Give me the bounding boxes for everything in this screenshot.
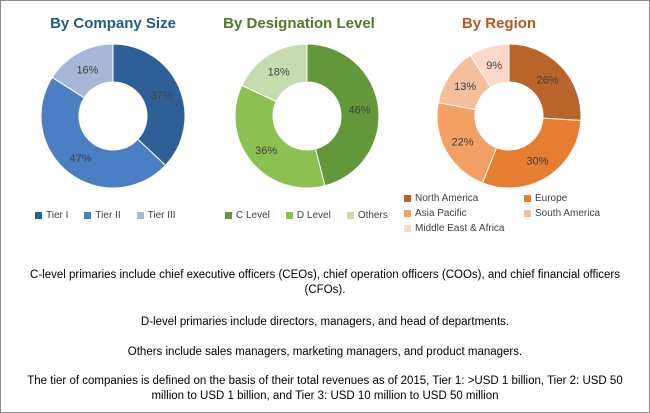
legend-item-others: Others	[346, 210, 388, 221]
legend-item-north-america: North America	[404, 193, 478, 204]
legend-swatch	[404, 225, 411, 232]
legend-swatch	[225, 212, 232, 219]
note-others: Others include sales managers, marketing…	[127, 346, 523, 358]
legend-item-tier-iii: Tier III	[136, 210, 176, 221]
legend-label: Tier III	[147, 210, 176, 221]
data-label-tier-i: 37%	[151, 90, 173, 102]
legend-label: Others	[357, 210, 388, 221]
slice-tier-ii	[40, 76, 167, 189]
chart-title-designation-level: By Designation Level	[223, 15, 375, 32]
legend-item-south-america: South America	[524, 208, 600, 219]
legend-swatch	[35, 212, 42, 219]
legend-swatch	[136, 212, 144, 219]
legend-designation-level: C Level D Level Others	[225, 210, 404, 221]
data-label-tier-ii: 47%	[70, 153, 92, 165]
data-label-south-america: 13%	[454, 81, 476, 93]
data-label-north-america: 26%	[537, 75, 559, 87]
data-label-tier-iii: 16%	[76, 65, 98, 77]
data-label-d-level: 36%	[255, 145, 277, 157]
slice-tier-i	[112, 43, 186, 166]
note-tier: The tier of companies is defined on the …	[27, 375, 623, 402]
data-label-others: 18%	[268, 66, 290, 78]
slice-tier-iii	[51, 43, 114, 99]
legend-swatch	[404, 210, 411, 217]
legend-company-size: Tier I Tier II Tier III	[35, 210, 192, 221]
chart-title-company-size: By Company Size	[50, 15, 176, 32]
legend-swatch	[285, 212, 293, 219]
slice-north-america	[508, 43, 582, 122]
slice-europe	[481, 117, 582, 189]
legend-swatch	[524, 210, 531, 217]
legend-label: South America	[535, 208, 601, 219]
legend-label: Asia Pacific	[415, 208, 467, 219]
slice-d-level	[234, 84, 326, 189]
legend-label: North America	[415, 193, 479, 204]
legend-item-tier-i: Tier I	[35, 210, 68, 221]
legend-label: Tier I	[46, 210, 69, 221]
legend-swatch	[524, 195, 531, 202]
donut-chart-designation-level: 46% 36% 18%	[234, 43, 380, 189]
slice-middle-east-africa	[469, 43, 510, 88]
data-label-europe: 30%	[526, 156, 548, 168]
legend-item-asia-pacific: Asia Pacific	[404, 208, 467, 219]
legend-label: C Level	[236, 210, 270, 221]
note-d-level: D-level primaries include directors, man…	[140, 316, 510, 328]
legend-label: Tier II	[95, 210, 121, 221]
donut-chart-region: 26% 30% 22% 13% 9%	[436, 43, 582, 189]
donut-chart-company-size: 37% 47% 16%	[40, 43, 186, 189]
legend-item-d-level: D Level	[285, 210, 331, 221]
legend-swatch	[346, 212, 354, 219]
legend-item-tier-ii: Tier II	[84, 210, 121, 221]
legend-label: Europe	[535, 193, 568, 204]
slice-asia-pacific	[436, 101, 498, 184]
slice-others	[241, 43, 308, 103]
legend-swatch	[84, 212, 92, 219]
data-label-middle-east-africa: 9%	[486, 60, 502, 72]
slice-c-level	[306, 43, 380, 187]
legend-item-europe: Europe	[524, 193, 567, 204]
legend-swatch	[404, 195, 411, 202]
chart-title-region: By Region	[461, 15, 537, 32]
legend-item-c-level: C Level	[225, 210, 270, 221]
note-c-level: C-level primaries include chief executiv…	[30, 269, 620, 296]
legend-item-middle-east-africa: Middle East & Africa	[404, 223, 504, 234]
data-label-asia-pacific: 22%	[452, 137, 474, 149]
data-label-c-level: 46%	[349, 104, 371, 116]
legend-label: D Level	[296, 210, 331, 221]
legend-label: Middle East & Africa	[415, 223, 505, 234]
